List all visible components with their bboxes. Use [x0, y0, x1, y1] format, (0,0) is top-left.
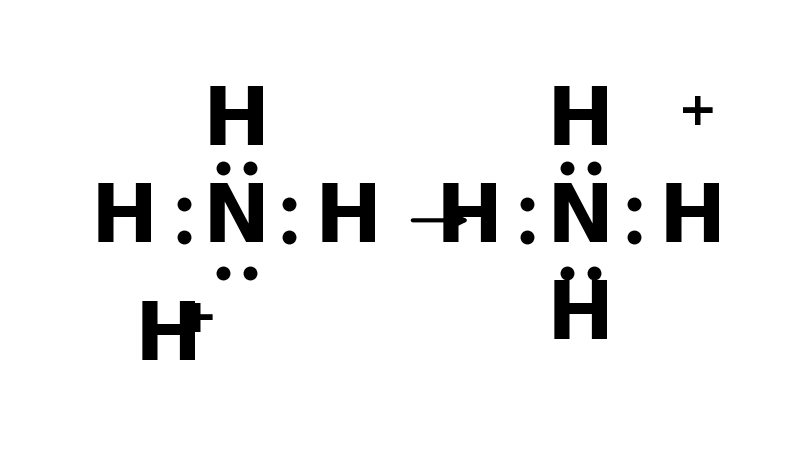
Text: H: H — [134, 299, 202, 377]
Text: +: + — [678, 90, 718, 135]
Text: N: N — [547, 181, 614, 259]
Text: H: H — [658, 181, 726, 259]
Text: +: + — [178, 297, 218, 342]
Text: H: H — [547, 279, 614, 356]
Text: H: H — [435, 181, 502, 259]
Text: H: H — [202, 84, 270, 162]
Text: H: H — [547, 84, 614, 162]
Text: H: H — [91, 181, 158, 259]
Text: N: N — [202, 181, 270, 259]
Text: H: H — [314, 181, 382, 259]
